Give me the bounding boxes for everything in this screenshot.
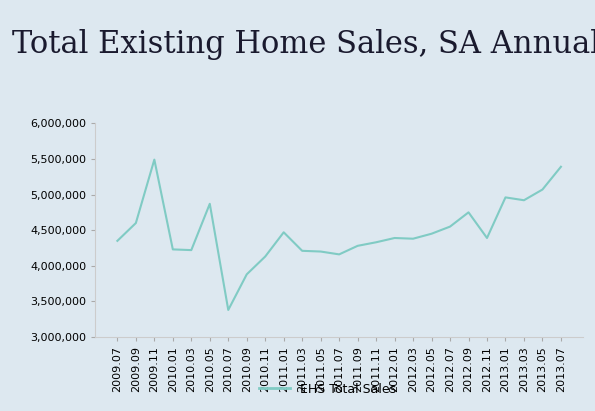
Legend: EHS Total Sales: EHS Total Sales [253, 378, 401, 401]
Text: Total Existing Home Sales, SA Annual Rate: Total Existing Home Sales, SA Annual Rat… [12, 29, 595, 60]
